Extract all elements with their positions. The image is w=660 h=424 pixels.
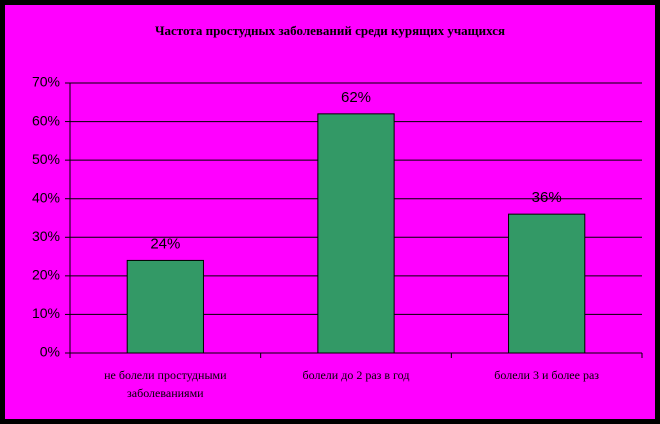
chart-title: Частота простудных заболеваний среди кур… xyxy=(155,23,505,38)
y-tick-label: 0% xyxy=(40,344,60,360)
y-tick-label: 20% xyxy=(32,267,60,283)
y-tick-label: 70% xyxy=(32,74,60,90)
bar xyxy=(126,259,204,354)
y-tick-label: 50% xyxy=(32,151,60,167)
y-tick-label: 10% xyxy=(32,305,60,321)
y-tick-label: 60% xyxy=(32,112,60,128)
value-label: 24% xyxy=(150,235,180,252)
value-label: 36% xyxy=(532,189,562,206)
x-tick-label: не болели простудными заболеваниями xyxy=(104,368,227,400)
y-tick-label: 30% xyxy=(32,228,60,244)
x-tick-label: болели до 2 раз в год xyxy=(303,368,410,382)
bar xyxy=(317,113,395,354)
y-tick-label: 40% xyxy=(32,189,60,205)
x-tick-label: болели 3 и более раз xyxy=(494,368,599,382)
bar xyxy=(508,213,586,354)
value-label: 62% xyxy=(341,89,371,106)
